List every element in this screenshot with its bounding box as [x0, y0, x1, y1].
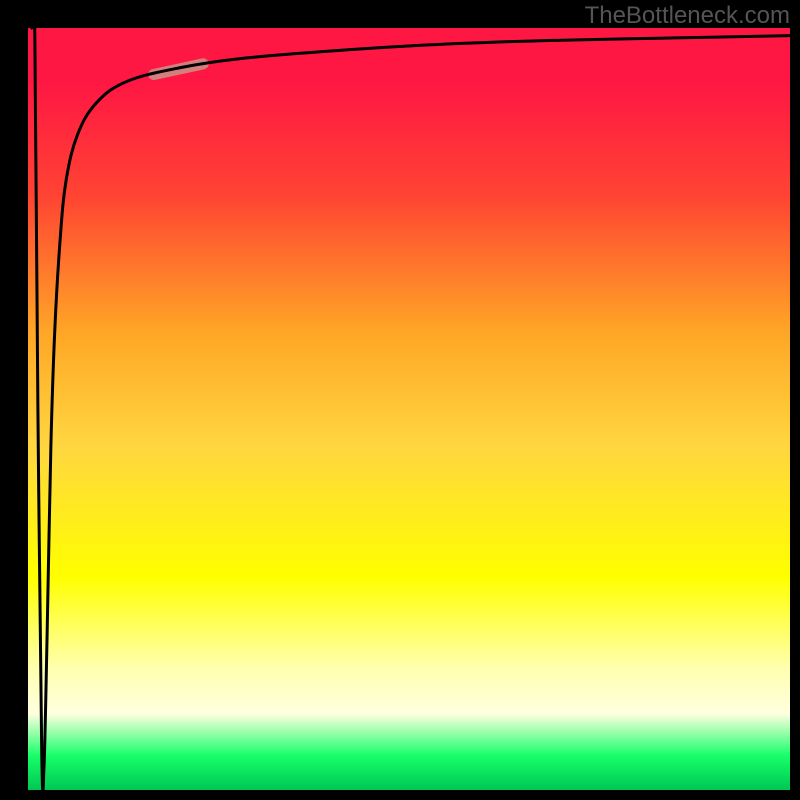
chart-container: TheBottleneck.com [0, 0, 800, 800]
watermark-text: TheBottleneck.com [585, 2, 790, 30]
curve-layer [28, 28, 790, 790]
plot-area [28, 28, 790, 790]
bottleneck-curve [32, 28, 790, 790]
